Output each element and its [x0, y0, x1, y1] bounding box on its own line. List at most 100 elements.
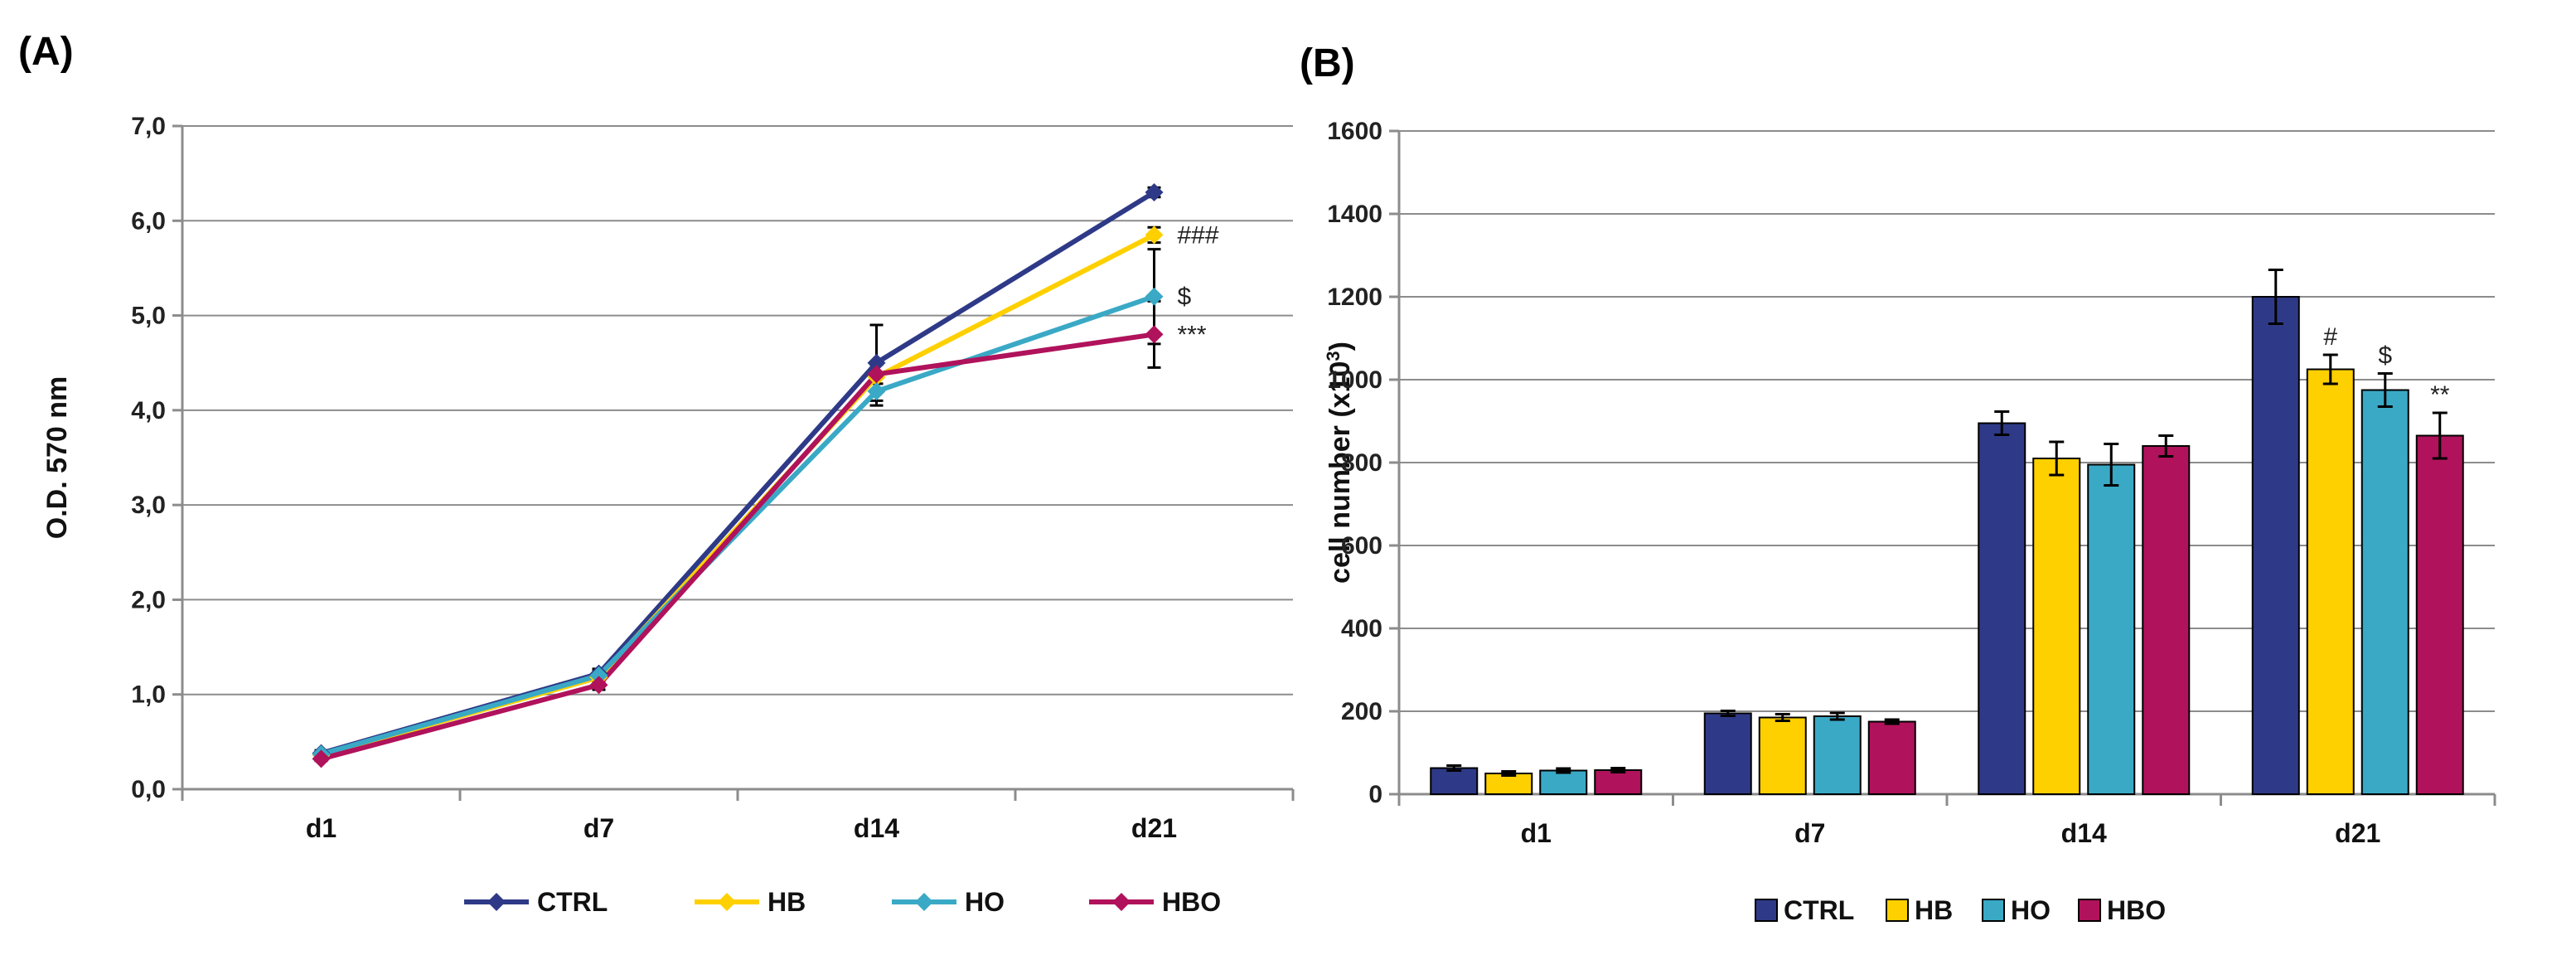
panel-a-y-axis-label: O.D. 570 nm	[41, 376, 73, 540]
panel-a-legend-label-hbo: HBO	[1162, 887, 1221, 917]
panel-b-y-tick-label: 200	[1341, 698, 1382, 725]
panel-a-x-tick-label-d7: d7	[583, 813, 614, 843]
panel-b-error-bar-ctrl-d21	[2268, 269, 2283, 325]
panel-b-x-tick-label-d14: d14	[2061, 818, 2107, 848]
panel-a-x-tick-label-d1: d1	[306, 813, 337, 843]
panel-b-error-bar-hbo-d1	[1610, 767, 1626, 773]
panel-a-point-ho-d14	[867, 382, 886, 400]
panel-a-line-chart: (A) O.D. 570 nm 0,0 1,0 2,0 3,0 4,0 5,0 6,0 7,0…	[18, 30, 1295, 917]
panel-b-error-bar-hb-d21	[2322, 353, 2338, 385]
panel-a-point-hbo-d14	[867, 365, 886, 384]
panel-b-error-bar-ho-d7	[1829, 711, 1845, 721]
panel-b-legend-label-hbo: HBO	[2107, 895, 2166, 925]
panel-b-error-bar-hbo-d21	[2432, 411, 2448, 460]
panel-b-annotation-hb: #	[2323, 323, 2337, 351]
panel-b-bar-hbo-d1	[1594, 769, 1643, 795]
panel-a-point-hbo-d1	[312, 749, 331, 768]
panel-a-point-hb-d21	[1145, 225, 1164, 245]
panel-a-x-tick-label-d14: d14	[854, 813, 899, 843]
panel-b-y-tick-label: 800	[1341, 449, 1382, 477]
panel-a-legend-marker-hb	[718, 893, 736, 911]
panel-b-error-bar-ho-d21	[2377, 372, 2393, 408]
panel-b-bar-ctrl-d21	[2251, 296, 2300, 795]
panel-b-x-tick-label-d1: d1	[1521, 818, 1552, 848]
panel-b-error-bar-hbo-d7	[1884, 718, 1900, 725]
panel-b-bar-ho-d7	[1813, 715, 1862, 795]
panel-a-point-ho-d7	[589, 666, 608, 685]
panel-b-y-axis-label-sup: 3	[1323, 351, 1344, 361]
panel-b-error-bar-ho-d14	[2104, 443, 2119, 487]
panel-b-annotation-hbo: **	[2430, 381, 2450, 409]
panel-b-legend-label-ho: HO	[2011, 895, 2051, 925]
panel-a-series-line-ho	[320, 293, 1155, 757]
panel-a-y-tick-label: 7,0	[131, 113, 166, 140]
panel-b-bar-chart: (B) cell number (x103) 0 200 400 600 800 1000…	[1300, 41, 2496, 925]
panel-b-legend: CTRL HB HO HBO	[1755, 895, 2166, 925]
panel-b-legend-swatch-ctrl	[1755, 899, 1778, 922]
panel-a-legend-label-ctrl: CTRL	[537, 887, 608, 917]
panel-b-bar-ho-d1	[1539, 769, 1588, 795]
panel-b-annotation-ho: $	[2378, 342, 2392, 370]
panel-a-x-tick-label-d21: d21	[1131, 813, 1177, 843]
panel-b-bar-ctrl-d7	[1703, 712, 1752, 795]
panel-b-y-tick-label: 600	[1341, 532, 1382, 560]
panel-a-series-line-hb	[320, 232, 1155, 758]
panel-b-y-axis-label-main: cell number (x10	[1324, 361, 1356, 584]
panel-a-y-tick-label: 5,0	[131, 303, 166, 330]
panel-a-y-tick-label: 3,0	[131, 492, 166, 519]
panel-b-bar-hbo-d21	[2415, 434, 2464, 795]
panel-b-y-axis-label-end: )	[1324, 342, 1356, 351]
panel-b-y-tick-label: 0	[1368, 781, 1382, 808]
panel-b-legend-swatch-hbo	[2078, 899, 2101, 922]
panel-a-point-ho-d21	[1145, 287, 1164, 306]
panel-a-y-tick-label: 0,0	[131, 776, 166, 803]
panel-b-y-tick-label: 1400	[1327, 201, 1382, 228]
panel-b-bar-hb-d1	[1484, 773, 1533, 795]
panel-b-bar-hb-d14	[2032, 458, 2081, 795]
panel-a-point-ctrl-d21	[1145, 183, 1164, 201]
panel-b-error-bar-hb-d1	[1501, 770, 1517, 777]
panel-b-error-bar-hb-d14	[2049, 440, 2065, 477]
panel-b-error-bar-ctrl-d14	[1994, 410, 2010, 436]
panel-b-legend-swatch-ho	[1982, 899, 2005, 922]
panel-b-bar-ctrl-d1	[1430, 767, 1479, 795]
panel-b-error-bar-hb-d7	[1775, 713, 1790, 722]
panel-a-point-ctrl-d14	[867, 353, 886, 372]
panel-a-label: (A)	[18, 30, 74, 74]
panel-b-y-axis-label: cell number (x103)	[1323, 342, 1357, 584]
panel-b-bar-ho-d21	[2361, 389, 2409, 795]
panel-a-legend-label-ho: HO	[965, 887, 1005, 917]
panel-b-bar-hb-d7	[1758, 716, 1807, 795]
panel-a-legend: CTRL HB HO HBO	[464, 887, 1221, 917]
panel-b-bar-hbo-d14	[2142, 445, 2191, 795]
panel-a-series-line-ctrl	[320, 190, 1156, 756]
panel-b-error-bar-ctrl-d7	[1720, 710, 1736, 717]
panel-b-x-tick-label-d7: d7	[1794, 818, 1825, 848]
panel-b-legend-label-hb: HB	[1915, 895, 1953, 925]
panel-a-y-tick-label: 1,0	[131, 681, 166, 709]
panel-a-y-tick-label: 6,0	[131, 207, 166, 235]
panel-a-point-hbo-d7	[589, 676, 608, 695]
panel-b-legend-label-ctrl: CTRL	[1784, 895, 1854, 925]
panel-b-bar-hb-d21	[2306, 368, 2355, 795]
panel-a-y-tick-label: 2,0	[131, 586, 166, 613]
panel-a-series-line-hbo	[320, 332, 1155, 762]
panel-b-label: (B)	[1300, 41, 1355, 85]
panel-b-y-tick-label: 1200	[1327, 284, 1382, 311]
panel-a-annotation-hb: ###	[1178, 221, 1219, 249]
panel-a-legend-marker-hbo	[1112, 893, 1131, 911]
panel-a-legend-marker-ho	[915, 893, 933, 911]
panel-a-legend-label-hb: HB	[767, 887, 806, 917]
panel-b-legend-swatch-hb	[1886, 899, 1909, 922]
panel-b-bar-ho-d14	[2087, 463, 2136, 795]
panel-b-y-tick-label: 400	[1341, 615, 1382, 642]
panel-b-error-bar-hbo-d14	[2158, 434, 2174, 458]
panel-a-annotation-ho: $	[1178, 284, 1192, 311]
panel-a-annotation-hbo: ***	[1178, 321, 1207, 348]
panel-b-bar-hbo-d7	[1867, 720, 1916, 795]
panel-b-error-bar-ho-d1	[1556, 767, 1571, 774]
panel-b-y-tick-label: 1600	[1327, 118, 1382, 145]
panel-a-y-tick-label: 4,0	[131, 397, 166, 424]
panel-a-point-hbo-d21	[1145, 325, 1164, 344]
